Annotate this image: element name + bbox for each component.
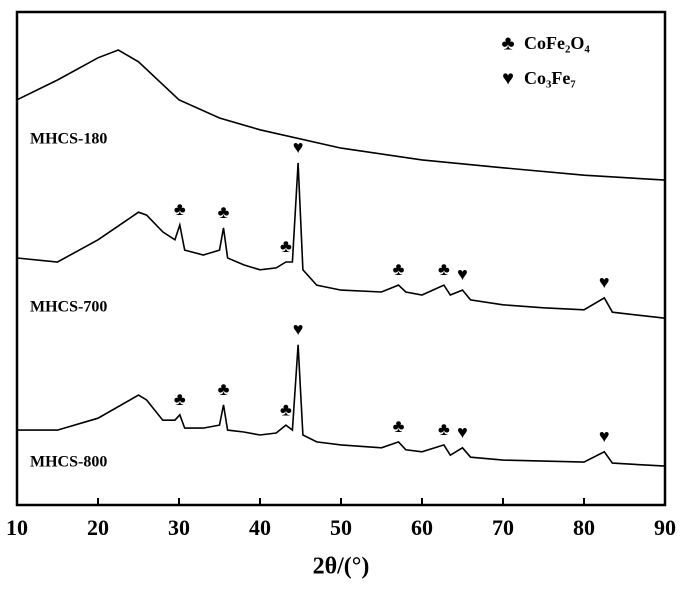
x-tick-label: 20: [87, 515, 109, 540]
peak-marker: ♥: [599, 426, 610, 446]
peak-marker: ♣: [393, 416, 405, 436]
peak-marker: ♣: [280, 399, 292, 419]
legend-symbol: ♣: [501, 33, 514, 55]
peak-marker: ♣: [393, 259, 405, 279]
series-line: [16, 162, 666, 319]
peak-marker: ♣: [438, 259, 450, 279]
x-tick-label: 60: [411, 515, 433, 540]
x-tick-label: 70: [492, 515, 514, 540]
series-line: [16, 49, 666, 181]
legend-label: Co₃Fe₇: [524, 68, 576, 88]
x-tick-label: 90: [654, 515, 676, 540]
peak-marker: ♥: [457, 422, 468, 442]
peak-marker: ♣: [174, 389, 186, 409]
peak-marker: ♥: [293, 319, 304, 339]
legend-symbol: ♥: [502, 68, 514, 90]
x-tick-label: 10: [6, 515, 28, 540]
peak-marker: ♣: [280, 236, 292, 256]
series-line: [17, 344, 666, 467]
x-axis-label: 2θ/(°): [313, 554, 370, 580]
legend-label: CoFe₂O₄: [524, 33, 590, 53]
peak-marker: ♣: [174, 199, 186, 219]
peak-marker: ♥: [599, 272, 610, 292]
series-label: MHCS-700: [30, 299, 107, 316]
peak-marker: ♥: [293, 137, 304, 157]
peak-marker: ♣: [438, 419, 450, 439]
peak-marker: ♣: [218, 202, 230, 222]
x-tick-label: 50: [330, 515, 352, 540]
series-label: MHCS-180: [30, 131, 107, 148]
peak-marker: ♥: [457, 264, 468, 284]
series-label: MHCS-800: [30, 454, 107, 471]
x-tick-label: 30: [168, 515, 190, 540]
peak-marker: ♣: [218, 379, 230, 399]
x-tick-label: 40: [249, 515, 271, 540]
x-tick-label: 80: [573, 515, 595, 540]
